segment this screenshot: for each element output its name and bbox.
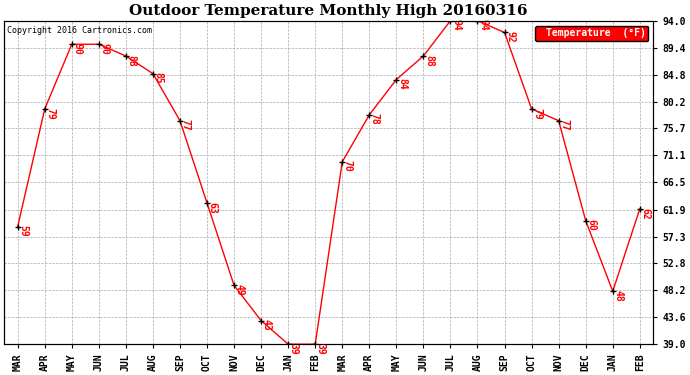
Text: 94: 94: [451, 20, 461, 31]
Text: 70: 70: [343, 160, 353, 172]
Text: Copyright 2016 Cartronics.com: Copyright 2016 Cartronics.com: [8, 26, 152, 34]
Text: 60: 60: [586, 219, 596, 231]
Text: 90: 90: [99, 43, 110, 55]
Text: 88: 88: [424, 55, 434, 66]
Text: 92: 92: [505, 31, 515, 43]
Text: 63: 63: [208, 202, 217, 213]
Text: 62: 62: [640, 207, 651, 219]
Text: 49: 49: [235, 284, 245, 296]
Text: 59: 59: [18, 225, 28, 237]
Text: 84: 84: [397, 78, 407, 90]
Text: 94: 94: [478, 20, 488, 31]
Text: 48: 48: [613, 290, 623, 302]
Text: 79: 79: [532, 108, 542, 119]
Legend: Temperature  (°F): Temperature (°F): [535, 26, 649, 41]
Text: 43: 43: [262, 319, 272, 331]
Text: 90: 90: [72, 43, 82, 55]
Text: 85: 85: [153, 72, 164, 84]
Text: 39: 39: [288, 343, 299, 354]
Text: 78: 78: [370, 113, 380, 125]
Text: 77: 77: [181, 119, 190, 131]
Text: 88: 88: [126, 55, 137, 66]
Text: 79: 79: [46, 108, 55, 119]
Title: Outdoor Temperature Monthly High 20160316: Outdoor Temperature Monthly High 2016031…: [130, 4, 528, 18]
Text: 77: 77: [559, 119, 569, 131]
Text: 39: 39: [316, 343, 326, 354]
